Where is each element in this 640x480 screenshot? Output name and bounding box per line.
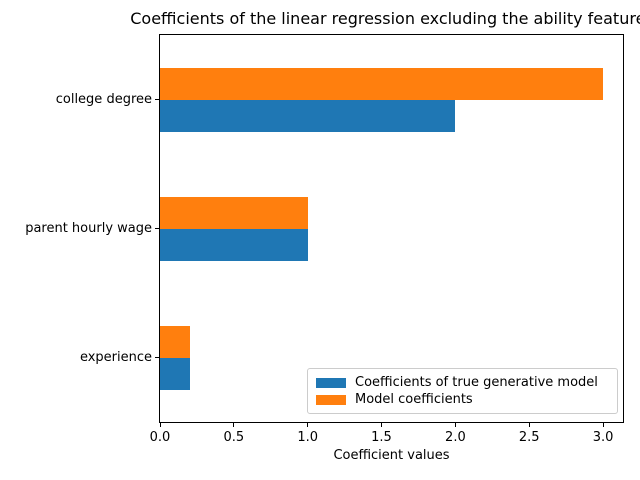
y-axis-tick: [155, 99, 159, 100]
x-axis-tick: [159, 423, 161, 427]
legend-item-true-model: Coefficients of true generative model: [316, 374, 609, 391]
legend-item-model-coefficients: Model coefficients: [316, 391, 609, 408]
y-tick-label: parent hourly wage: [25, 220, 152, 236]
legend-swatch-orange: [316, 394, 346, 405]
bar-college-degree-series-1: [160, 67, 604, 100]
x-tick-label: 0.5: [223, 430, 245, 445]
legend: Coefficients of true generative model Mo…: [307, 368, 618, 414]
bar-parent-hourly-wage-series-0: [160, 228, 308, 261]
legend-label: Model coefficients: [355, 392, 473, 407]
plot-area: [159, 34, 624, 423]
x-tick-label: 1.0: [297, 430, 319, 445]
x-axis-tick: [307, 423, 309, 427]
x-axis-label: Coefficient values: [333, 448, 450, 463]
y-tick-label: college degree: [55, 91, 152, 107]
bar-experience-series-0: [160, 357, 190, 390]
y-tick-label: experience: [79, 349, 152, 365]
x-tick-label: 3.0: [592, 430, 614, 445]
y-axis-tick: [155, 357, 159, 358]
x-tick-label: 2.0: [445, 430, 466, 445]
x-tick-label: 2.5: [518, 430, 540, 445]
bar-parent-hourly-wage-series-1: [160, 196, 308, 229]
x-axis-tick: [454, 423, 456, 427]
legend-label: Coefficients of true generative model: [355, 375, 598, 390]
bar-college-degree-series-0: [160, 99, 456, 132]
x-axis-tick: [233, 423, 235, 427]
x-axis-tick: [528, 423, 530, 427]
x-tick-label: 1.5: [371, 430, 392, 445]
chart-title: Coefficients of the linear regression ex…: [130, 9, 640, 28]
y-axis-tick: [155, 228, 159, 229]
legend-swatch-blue: [316, 377, 346, 388]
x-tick-label: 0.0: [149, 430, 171, 445]
bar-experience-series-1: [160, 325, 190, 358]
x-axis-tick: [381, 423, 382, 427]
x-axis-tick: [602, 423, 604, 427]
